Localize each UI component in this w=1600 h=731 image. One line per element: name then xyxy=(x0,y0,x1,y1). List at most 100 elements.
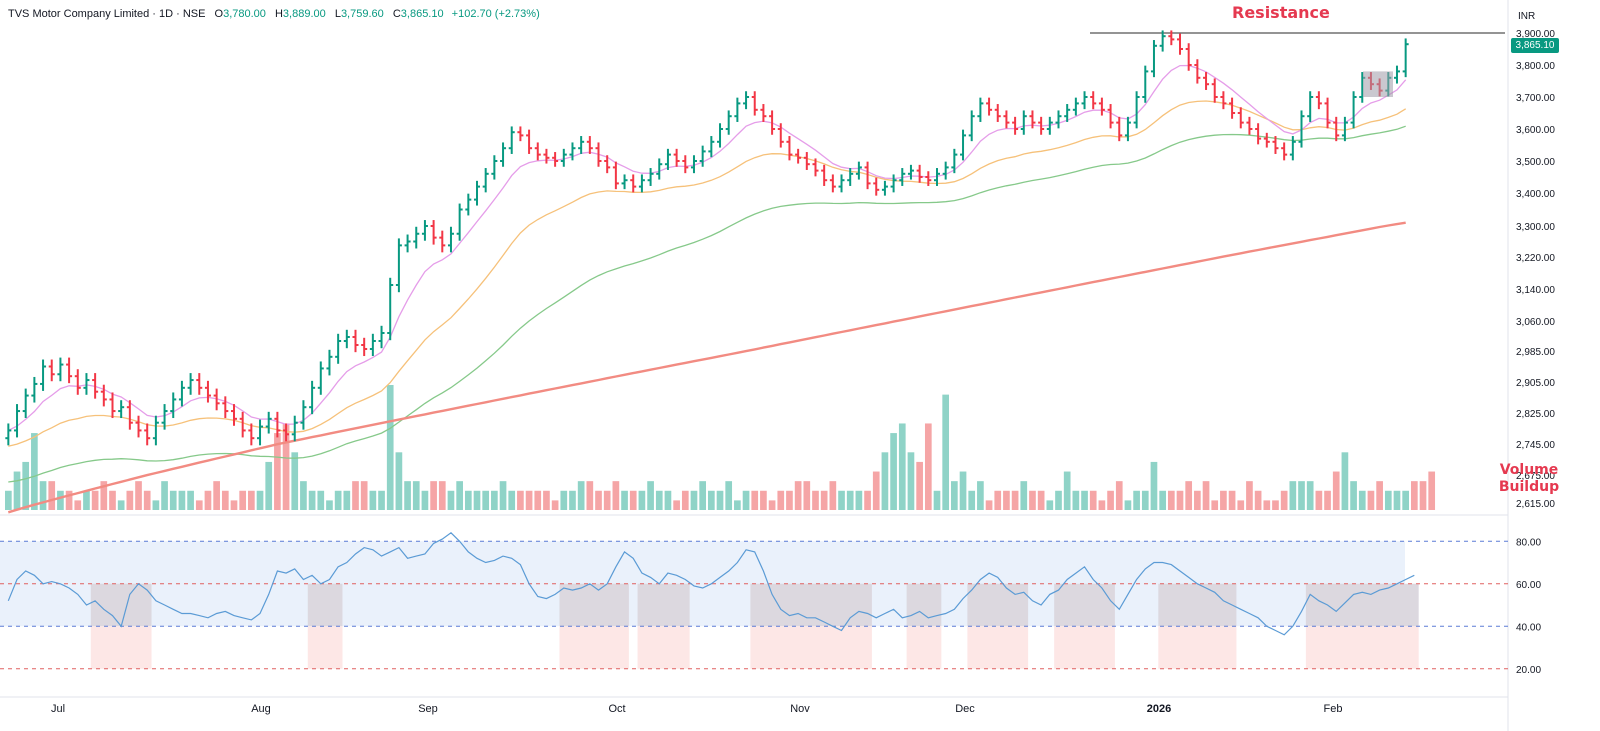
price-tick-label: 3,060.00 xyxy=(1516,317,1555,328)
volume-bar xyxy=(1393,490,1401,510)
price-tick-label: 2,745.00 xyxy=(1516,440,1555,451)
volume-bar xyxy=(916,461,923,510)
price-tick-label: 3,900.00 xyxy=(1516,29,1555,40)
volume-bar xyxy=(820,490,828,510)
ema-100-line xyxy=(8,125,1406,483)
volume-bar xyxy=(274,433,281,510)
volume-bar xyxy=(378,490,385,510)
volume-bar xyxy=(803,481,811,510)
volume-bar xyxy=(1324,490,1331,510)
volume-bar xyxy=(716,490,724,510)
low-label: L xyxy=(334,8,341,20)
volume-bar xyxy=(872,471,880,510)
volume-bar xyxy=(386,385,394,510)
volume-bar xyxy=(959,471,967,510)
volume-bar xyxy=(1358,490,1366,510)
close-value: 3,865.10 xyxy=(400,8,444,20)
volume-bar xyxy=(942,394,950,510)
rsi-weak-shade xyxy=(559,626,629,669)
volume-bar xyxy=(1029,490,1036,510)
volume-bar xyxy=(1211,500,1219,510)
volume-bar xyxy=(1011,490,1019,510)
volume-bar xyxy=(91,490,99,510)
volume-bar xyxy=(109,490,116,510)
volume-bar xyxy=(1246,481,1253,510)
volume-bar xyxy=(221,490,229,510)
volume-bar xyxy=(1254,490,1262,510)
time-axis-label: Aug xyxy=(251,703,271,715)
volume-bar xyxy=(464,490,472,510)
volume-bar xyxy=(525,490,533,510)
volume-bar xyxy=(256,490,264,510)
volume-bar xyxy=(1089,490,1097,510)
volume-bar xyxy=(734,500,741,510)
rsi-weak-shade xyxy=(90,626,152,669)
high-value: 3,889.00 xyxy=(282,8,326,20)
volume-bar xyxy=(39,481,47,510)
volume-bar xyxy=(83,490,90,510)
rsi-tick-label: 20.00 xyxy=(1516,665,1541,676)
volume-bar xyxy=(1332,471,1340,510)
low-value: 3,759.60 xyxy=(340,8,384,20)
rsi-neutral-shade xyxy=(559,583,629,627)
volume-bar xyxy=(829,481,837,510)
volume-bar xyxy=(300,481,307,510)
volume-bar xyxy=(117,500,125,510)
rsi-neutral-shade xyxy=(90,583,152,627)
volume-bar xyxy=(1055,490,1062,510)
volume-bar xyxy=(161,481,168,510)
volume-bar xyxy=(751,490,759,510)
volume-bar xyxy=(1419,481,1427,510)
volume-bar xyxy=(404,481,411,510)
volume-bar xyxy=(22,461,30,510)
high-label: H xyxy=(274,8,283,20)
time-axis-label: Jul xyxy=(51,703,65,715)
volume-bar xyxy=(577,481,585,510)
rsi-neutral-shade xyxy=(967,583,1029,627)
price-tick-label: 2,675.00 xyxy=(1516,471,1555,482)
rsi-weak-shade xyxy=(637,626,690,669)
volume-bar xyxy=(898,423,906,510)
volume-bar xyxy=(708,490,715,510)
ema-50-line xyxy=(8,100,1407,447)
time-axis-label: Oct xyxy=(608,703,625,715)
symbol-title: TVS Motor Company Limited · 1D · NSE xyxy=(8,8,206,20)
volume-bar xyxy=(508,490,516,510)
volume-bar xyxy=(204,490,212,510)
currency-label: INR xyxy=(1518,11,1536,22)
price-tick-label: 3,140.00 xyxy=(1516,285,1555,296)
rsi-neutral-shade xyxy=(750,583,872,627)
volume-bar xyxy=(1124,500,1132,510)
volume-bar xyxy=(1141,490,1149,510)
volume-bar xyxy=(1341,452,1349,510)
symbol-header: TVS Motor Company Limited · 1D · NSE O3,… xyxy=(8,8,540,20)
volume-bar xyxy=(1315,490,1323,510)
volume-bar xyxy=(1411,481,1418,510)
volume-bar xyxy=(1003,490,1010,510)
rsi-tick-label: 80.00 xyxy=(1516,537,1541,548)
volume-bar xyxy=(65,490,73,510)
volume-bar xyxy=(1202,481,1210,510)
volume-bar xyxy=(864,490,871,510)
volume-bar xyxy=(985,500,993,510)
rsi-neutral-shade xyxy=(307,583,343,627)
rsi-weak-shade xyxy=(1305,626,1419,669)
volume-bar xyxy=(1263,500,1271,510)
volume-bar xyxy=(629,490,637,510)
rsi-weak-shade xyxy=(750,626,872,669)
volume-bar xyxy=(369,490,377,510)
volume-bar xyxy=(924,423,932,510)
volume-bar xyxy=(291,452,299,510)
volume-bar xyxy=(5,490,12,510)
volume-bar xyxy=(248,490,255,510)
volume-bar xyxy=(1167,490,1175,510)
volume-bar xyxy=(1306,481,1314,510)
resistance-annotation: Resistance xyxy=(1232,3,1330,22)
rsi-weak-shade xyxy=(1158,626,1237,669)
time-axis-label: Sep xyxy=(418,703,438,715)
price-tick-label: 3,400.00 xyxy=(1516,189,1555,200)
volume-bar xyxy=(838,490,845,510)
volume-bar xyxy=(1272,500,1279,510)
ema-20-line xyxy=(8,64,1407,431)
